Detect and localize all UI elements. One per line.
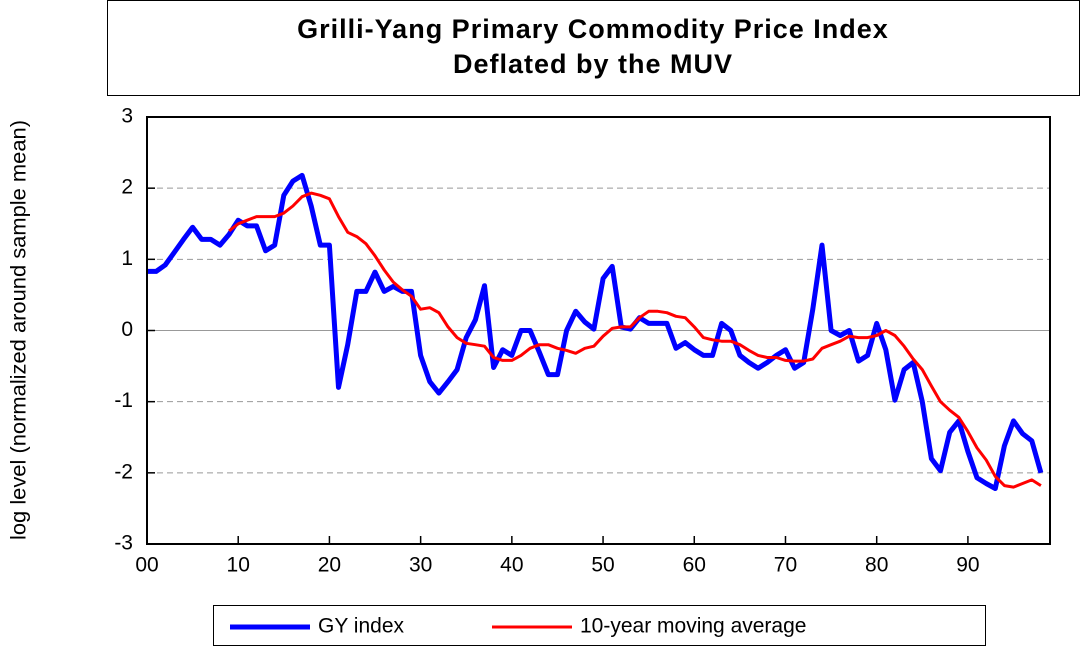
series-line bbox=[147, 172, 1044, 491]
x-tick-label: 70 bbox=[774, 554, 797, 577]
x-tick-label: 40 bbox=[500, 554, 523, 577]
y-tick-label: 0 bbox=[121, 318, 133, 341]
y-tick-label: -2 bbox=[114, 460, 133, 483]
x-tick-label: 00 bbox=[135, 554, 158, 577]
y-tick-label: 2 bbox=[121, 176, 133, 199]
x-tick-label: 80 bbox=[865, 554, 888, 577]
y-tick-label: 1 bbox=[121, 247, 133, 270]
x-tick-label: 60 bbox=[683, 554, 706, 577]
series-line bbox=[228, 191, 1042, 489]
plot-frame bbox=[146, 116, 1051, 545]
x-tick-label: 20 bbox=[318, 554, 341, 577]
y-tick-label: -1 bbox=[114, 389, 133, 412]
legend-label: 10-year moving average bbox=[580, 615, 806, 638]
x-tick-label: 10 bbox=[227, 554, 250, 577]
chart-title: Deflated by the MUV bbox=[453, 49, 733, 79]
x-tick-label: 30 bbox=[409, 554, 432, 577]
x-tick-label: 50 bbox=[591, 554, 614, 577]
y-tick-label: 3 bbox=[121, 105, 133, 128]
y-tick-label: -3 bbox=[114, 532, 133, 555]
legend-box bbox=[213, 605, 986, 646]
chart-title: Grilli-Yang Primary Commodity Price Inde… bbox=[297, 14, 889, 44]
legend-label: GY index bbox=[318, 615, 404, 638]
y-axis-label: log level (normalized around sample mean… bbox=[8, 120, 31, 540]
x-tick-label: 90 bbox=[956, 554, 979, 577]
title-box bbox=[107, 0, 1080, 96]
